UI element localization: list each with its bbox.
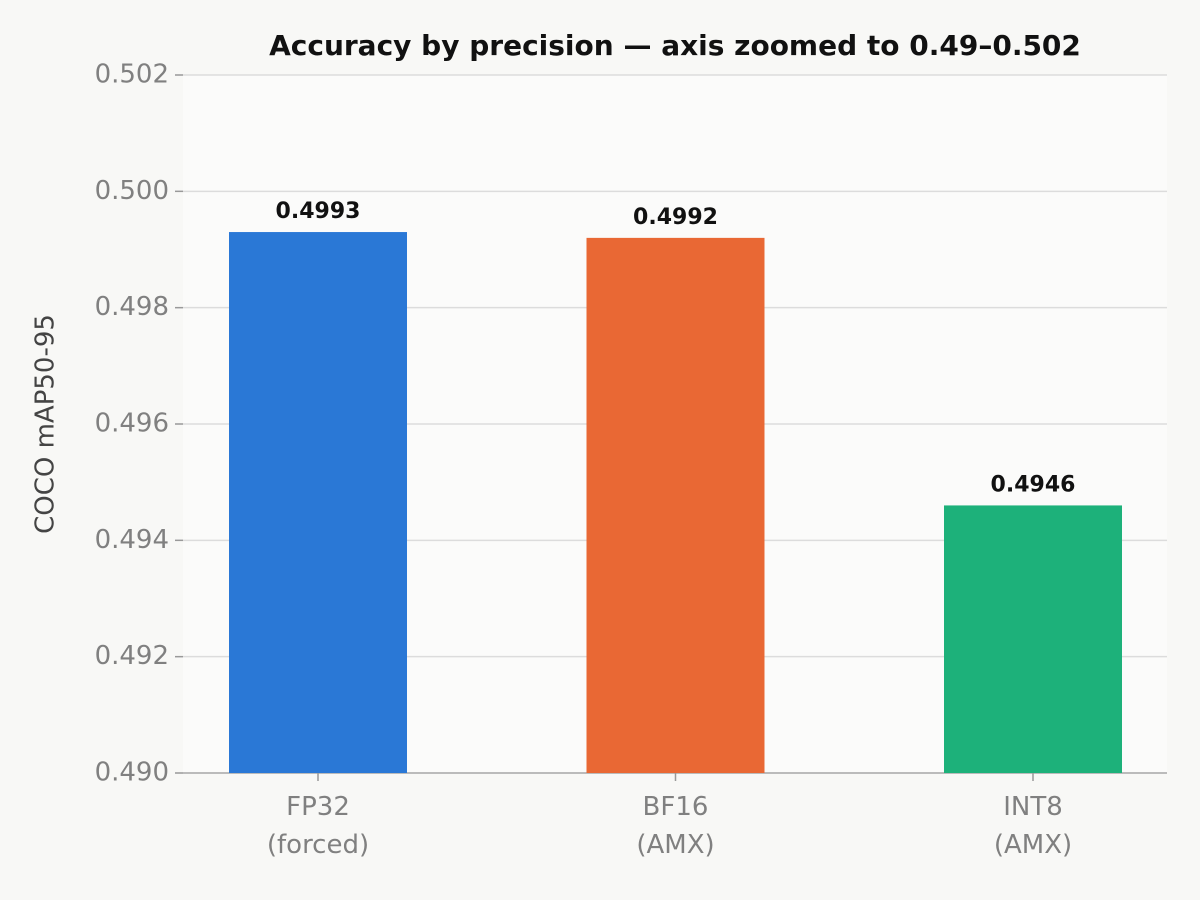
y-tick-label: 0.502 <box>95 60 169 90</box>
y-tick-label: 0.496 <box>95 409 169 439</box>
y-tick-label: 0.490 <box>95 758 169 788</box>
x-tick-label: FP32 (forced) <box>267 792 369 860</box>
y-tick-label: 0.492 <box>95 641 169 671</box>
chart-title: Accuracy by precision — axis zoomed to 0… <box>269 29 1081 62</box>
bar <box>944 505 1122 773</box>
x-tick-label: BF16 (AMX) <box>636 792 714 860</box>
bar <box>586 237 765 773</box>
value-label: 0.4993 <box>276 199 361 224</box>
value-label: 0.4992 <box>633 205 718 230</box>
bar <box>229 232 407 774</box>
y-tick-label: 0.500 <box>95 176 169 206</box>
y-tick-label: 0.494 <box>95 525 169 555</box>
x-tick-label: INT8 (AMX) <box>994 792 1072 860</box>
y-axis-label: COCO mAP50-95 <box>31 314 61 534</box>
value-label: 0.4946 <box>991 472 1076 497</box>
y-tick-label: 0.498 <box>95 292 169 322</box>
